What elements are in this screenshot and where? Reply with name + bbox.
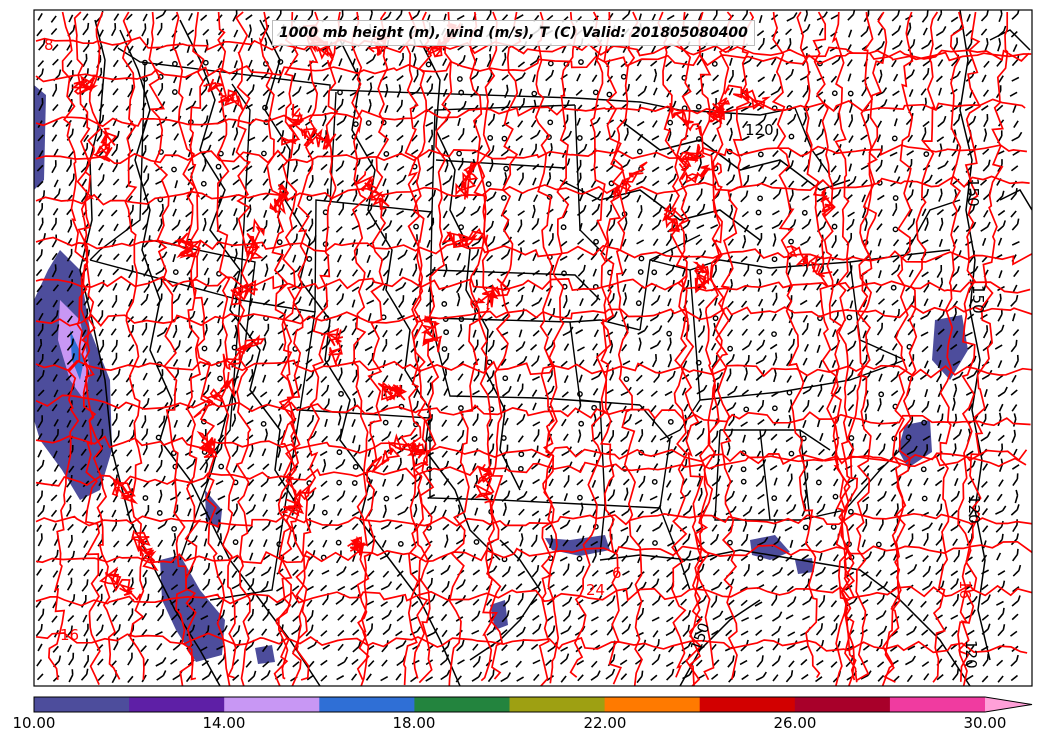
colorbar-tick-label: 14.00: [202, 714, 246, 732]
colorbar-segment: [129, 697, 225, 712]
temperature-label: 24: [586, 581, 605, 599]
colorbar: [33, 696, 1033, 713]
colorbar-segment: [319, 697, 415, 712]
temperature-label: 16: [60, 626, 79, 644]
colorbar-tick-label: 10.00: [12, 714, 56, 732]
colorbar-tick-label: 18.00: [392, 714, 436, 732]
map-frame: [33, 9, 1033, 687]
colorbar-segment: [699, 697, 796, 712]
temperature-contours: [35, 11, 1032, 686]
height-label: 150: [969, 285, 987, 314]
colorbar-segment: [794, 697, 891, 712]
temperature-label: 6: [612, 564, 622, 582]
colorbar-extend-arrow: [985, 697, 1032, 712]
colorbar-segment: [414, 697, 510, 712]
temperature-label: 8: [44, 36, 54, 54]
colorbar-segment: [509, 697, 606, 712]
colorbar-tick-label: 22.00: [583, 714, 627, 732]
temperature-label: 16: [956, 580, 974, 599]
colorbar-segment: [604, 697, 701, 712]
height-label: 120: [745, 121, 774, 139]
colorbar-outline: [33, 696, 1033, 713]
colorbar-segment: [34, 697, 130, 712]
map-title: 1000 mb height (m), wind (m/s), T (C) Va…: [272, 20, 755, 46]
colorbar-tick-label: 26.00: [773, 714, 817, 732]
height-label: 150: [964, 178, 982, 207]
height-label: 120: [962, 640, 980, 669]
colorbar-tick-label: 30.00: [963, 714, 1007, 732]
colorbar-segment: [889, 697, 986, 712]
colorbar-segment: [224, 697, 320, 712]
height-label: 120: [965, 495, 983, 524]
